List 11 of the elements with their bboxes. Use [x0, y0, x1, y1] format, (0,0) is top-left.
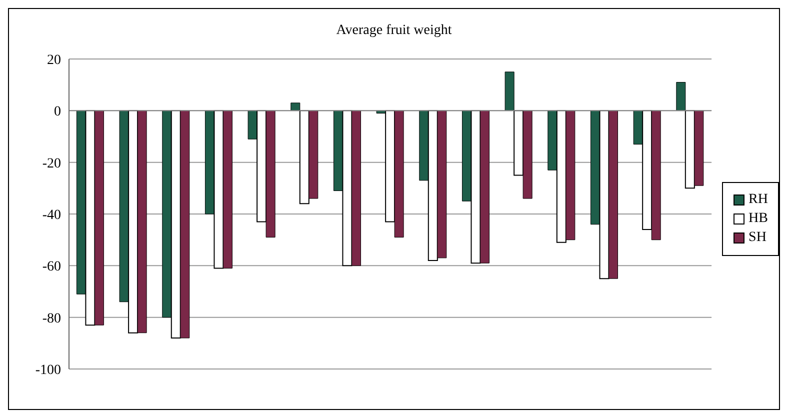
- y-tick-label: -80: [42, 311, 61, 326]
- y-tick-label: 0: [54, 104, 61, 120]
- y-tick-label: -60: [42, 260, 61, 275]
- y-tick-label: -40: [42, 208, 61, 223]
- y-tick-label: -20: [42, 156, 61, 172]
- y-tick-label: -100: [35, 362, 61, 378]
- y-tick-label: 20: [47, 52, 61, 68]
- legend-label: SH: [748, 230, 766, 246]
- legend-label: HB: [748, 211, 768, 227]
- legend-label: RH: [748, 192, 768, 208]
- chart-title: Average fruit weight: [335, 23, 453, 39]
